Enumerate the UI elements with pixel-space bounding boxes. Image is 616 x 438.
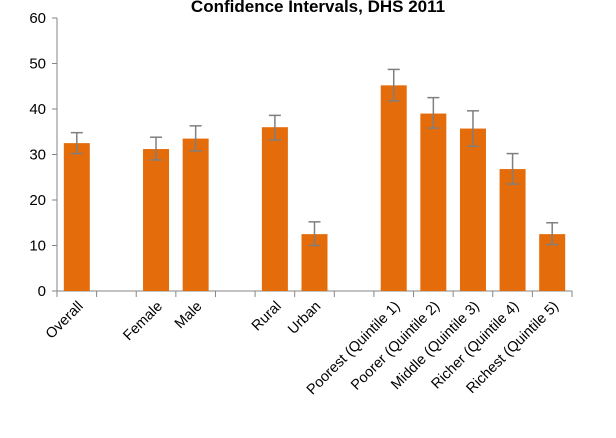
y-tick-label: 60 <box>29 10 46 27</box>
y-tick-label: 20 <box>29 192 46 209</box>
y-tick-label: 40 <box>29 101 46 118</box>
bar <box>182 138 209 291</box>
x-category-label: Overall <box>43 299 87 343</box>
bar <box>459 128 486 291</box>
x-category-label: Rural <box>249 299 285 335</box>
y-tick-label: 10 <box>29 238 46 255</box>
x-category-label: Urban <box>285 299 324 338</box>
y-tick-label: 50 <box>29 56 46 73</box>
bar <box>143 149 170 291</box>
bar <box>261 127 288 291</box>
bar <box>499 169 526 291</box>
bar <box>420 113 447 291</box>
y-tick-label: 30 <box>29 147 46 164</box>
chart-title: Confidence Intervals, DHS 2011 <box>191 0 445 16</box>
y-tick-label: 0 <box>38 283 46 300</box>
bar <box>380 85 407 291</box>
x-category-label: Female <box>120 299 166 345</box>
x-category-label: Male <box>172 299 206 333</box>
bar <box>63 143 90 291</box>
